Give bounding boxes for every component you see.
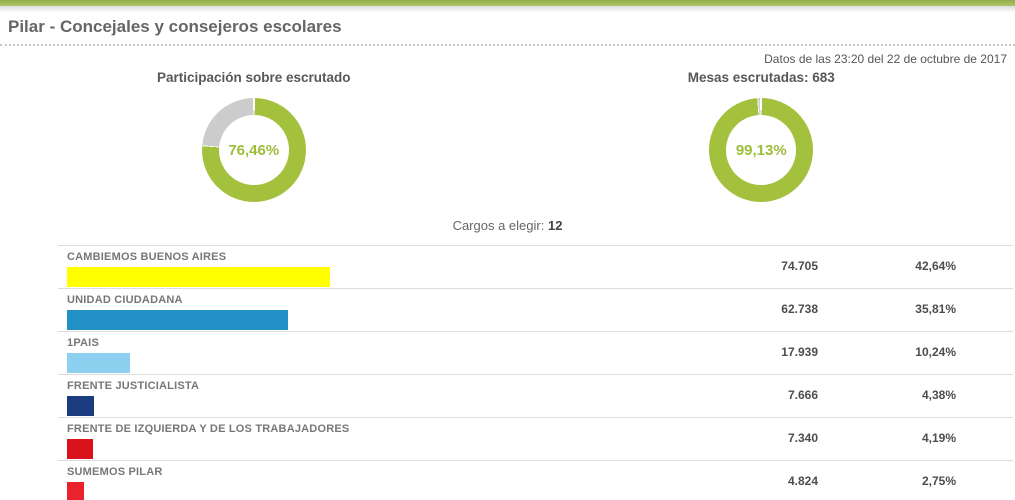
party-vote-bar xyxy=(67,267,330,287)
party-vote-bar xyxy=(67,396,94,416)
party-percent: 35,81% xyxy=(915,302,956,316)
cargos-a-elegir: Cargos a elegir: 12 xyxy=(0,218,1015,233)
mesas-donut-value: 99,13% xyxy=(735,142,787,159)
party-row: UNIDAD CIUDADANA 62.738 35,81% xyxy=(58,288,1013,331)
party-percent: 42,64% xyxy=(915,259,956,273)
party-votes: 7.666 xyxy=(787,388,818,402)
mesas-donut-block: Mesas escrutadas: 683 99,13% xyxy=(508,68,1015,202)
top-accent-bar xyxy=(0,0,1015,6)
party-vote-bar xyxy=(67,482,84,500)
party-percent: 2,75% xyxy=(921,474,956,488)
party-name: FRENTE JUSTICIALISTA xyxy=(67,380,200,392)
cargos-value: 12 xyxy=(547,218,563,233)
party-vote-bar xyxy=(67,310,288,330)
page-title: Pilar - Concejales y consejeros escolare… xyxy=(8,17,342,36)
party-percent: 4,19% xyxy=(921,431,956,445)
party-votes: 17.939 xyxy=(781,345,818,359)
party-percent: 10,24% xyxy=(915,345,956,359)
participation-donut-title: Participación sobre escrutado xyxy=(156,70,351,85)
participation-donut-value: 76,46% xyxy=(228,142,280,159)
party-name: UNIDAD CIUDADANA xyxy=(67,294,183,306)
header: Pilar - Concejales y consejeros escolare… xyxy=(0,13,1015,46)
data-timestamp: Datos de las 23:20 del 22 de octubre de … xyxy=(764,52,1007,66)
party-vote-bar xyxy=(67,439,93,459)
party-votes: 4.824 xyxy=(787,474,818,488)
top-fade xyxy=(0,6,1015,13)
party-votes: 62.738 xyxy=(781,302,818,316)
party-row: CAMBIEMOS BUENOS AIRES 74.705 42,64% xyxy=(58,245,1013,288)
party-name: CAMBIEMOS BUENOS AIRES xyxy=(67,251,227,263)
party-votes: 7.340 xyxy=(787,431,818,445)
mesas-donut-chart: 99,13% xyxy=(709,98,814,202)
party-row: 1PAIS 17.939 10,24% xyxy=(58,331,1013,374)
party-vote-bar xyxy=(67,353,130,373)
participation-donut-block: Participación sobre escrutado 76,46% xyxy=(0,68,508,202)
party-row: SUMEMOS PILAR 4.824 2,75% xyxy=(58,460,1013,500)
party-name: FRENTE DE IZQUIERDA Y DE LOS TRABAJADORE… xyxy=(67,423,350,435)
party-votes: 74.705 xyxy=(781,259,818,273)
party-row: FRENTE DE IZQUIERDA Y DE LOS TRABAJADORE… xyxy=(58,417,1013,460)
party-results-table: CAMBIEMOS BUENOS AIRES 74.705 42,64% UNI… xyxy=(58,245,1013,500)
party-name: 1PAIS xyxy=(67,337,99,349)
party-percent: 4,38% xyxy=(921,388,956,402)
donut-charts-section: Participación sobre escrutado 76,46% Mes… xyxy=(0,68,1015,202)
party-row: FRENTE JUSTICIALISTA 7.666 4,38% xyxy=(58,374,1013,417)
mesas-donut-title: Mesas escrutadas: 683 xyxy=(687,70,835,85)
party-name: SUMEMOS PILAR xyxy=(67,466,163,478)
cargos-label: Cargos a elegir: xyxy=(452,218,545,233)
participation-donut-chart: 76,46% xyxy=(201,98,306,202)
